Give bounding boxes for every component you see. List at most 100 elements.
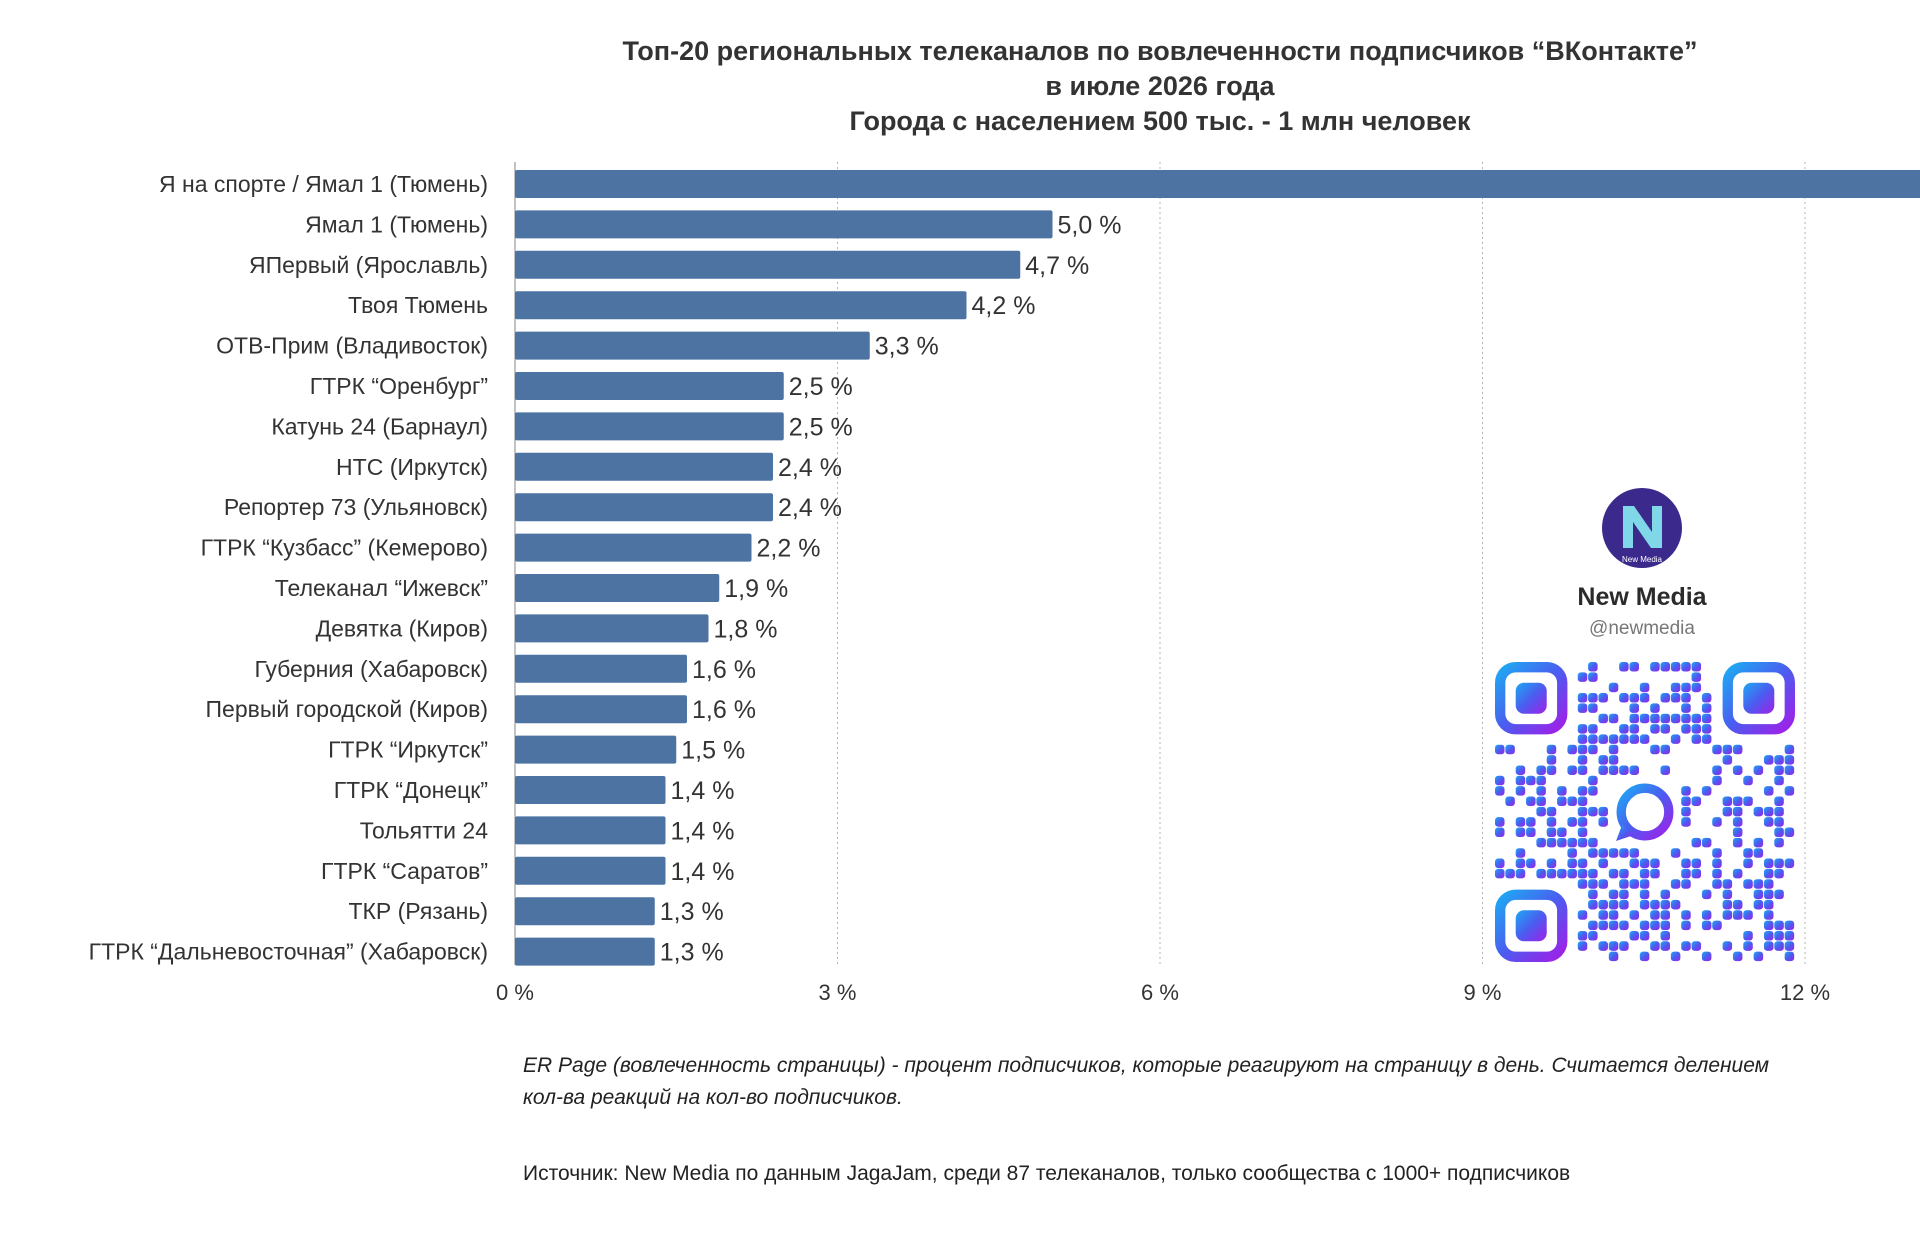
bar	[515, 372, 784, 400]
qr-module	[1577, 786, 1588, 796]
qr-module	[1588, 744, 1598, 755]
bar	[515, 654, 687, 683]
qr-module	[1712, 775, 1722, 786]
qr-module	[1619, 765, 1629, 775]
qr-module	[1784, 951, 1795, 962]
value-label: 1,4 %	[671, 817, 735, 845]
qr-module	[1701, 837, 1712, 848]
qr-module	[1784, 827, 1795, 838]
qr-module	[1619, 868, 1629, 879]
value-label: 3,3 %	[875, 333, 939, 361]
source-note: Источник: New Media по данным JagaJam, с…	[523, 1162, 1571, 1185]
qr-module	[1619, 662, 1629, 672]
qr-module	[1712, 817, 1722, 827]
qr-module	[1536, 796, 1546, 806]
qr-module	[1774, 806, 1784, 817]
value-label: 4,7 %	[1025, 252, 1089, 280]
qr-module	[1639, 879, 1650, 889]
chart-title-line-2: в июле 2026 года	[1045, 71, 1275, 101]
qr-module	[1608, 889, 1619, 900]
qr-module	[1629, 703, 1639, 713]
qr-module	[1722, 879, 1733, 889]
qr-module	[1557, 786, 1567, 796]
qr-module	[1753, 889, 1764, 900]
qr-module	[1650, 662, 1660, 672]
qr-module	[1588, 899, 1598, 910]
qr-module	[1639, 889, 1650, 900]
value-labels: 13,6 %5,0 %4,7 %4,2 %3,3 %2,5 %2,5 %2,4 …	[660, 211, 1122, 966]
qr-module	[1701, 693, 1712, 703]
qr-module	[1691, 724, 1702, 734]
qr-module	[1774, 837, 1784, 848]
qr-module	[1660, 744, 1671, 755]
qr-module	[1546, 806, 1557, 817]
qr-module	[1681, 713, 1691, 724]
category-label: Ямал 1 (Тюмень)	[305, 211, 488, 237]
qr-module	[1546, 868, 1557, 879]
qr-module	[1598, 920, 1608, 931]
value-label: 2,2 %	[757, 535, 821, 563]
qr-module	[1784, 858, 1795, 869]
qr-module	[1515, 848, 1526, 858]
qr-module	[1567, 868, 1577, 879]
qr-module	[1526, 858, 1536, 869]
qr-module	[1681, 662, 1691, 672]
qr-module	[1722, 796, 1733, 806]
qr-module	[1619, 920, 1629, 931]
x-tick-label: 9 %	[1464, 980, 1502, 1005]
qr-module	[1784, 744, 1795, 755]
qr-module	[1763, 910, 1774, 920]
qr-module	[1567, 744, 1577, 755]
qr-module	[1763, 755, 1774, 765]
qr-module	[1660, 920, 1671, 931]
qr-module	[1557, 827, 1567, 838]
x-tick-label: 6 %	[1141, 980, 1179, 1005]
category-label: ГТРК “Иркутск”	[328, 737, 488, 763]
qr-module	[1743, 930, 1753, 941]
qr-module	[1732, 910, 1743, 920]
qr-module	[1629, 910, 1639, 920]
qr-module	[1712, 868, 1722, 879]
category-label: Губерния (Хабаровск)	[254, 656, 488, 682]
qr-module	[1577, 817, 1588, 827]
qr-module	[1650, 941, 1660, 951]
chart-title: Топ-20 региональных телеканалов по вовле…	[622, 36, 1697, 136]
qr-module	[1670, 879, 1681, 889]
qr-module	[1732, 817, 1743, 827]
bar	[515, 452, 773, 481]
qr-module	[1681, 868, 1691, 879]
qr-module	[1774, 765, 1784, 775]
chart-title-line-3: Города с населением 500 тыс. - 1 млн чел…	[849, 106, 1471, 136]
qr-module	[1577, 703, 1588, 713]
qr-finder-outer	[1494, 662, 1568, 735]
category-label: Тольятти 24	[360, 817, 488, 843]
qr-module	[1763, 786, 1774, 796]
qr-module	[1598, 734, 1608, 744]
qr-module	[1670, 693, 1681, 703]
qr-module	[1722, 744, 1733, 755]
qr-finder-inner	[1743, 682, 1775, 714]
value-label: 1,9 %	[724, 575, 788, 603]
qr-module	[1577, 930, 1588, 941]
logo-title: New Media	[1577, 583, 1707, 611]
qr-module	[1743, 941, 1753, 951]
qr-module	[1691, 941, 1702, 951]
qr-module	[1526, 796, 1536, 806]
qr-module	[1732, 837, 1743, 848]
category-label: ГТРК “Дальневосточная” (Хабаровск)	[89, 939, 488, 965]
qr-module	[1577, 755, 1588, 765]
qr-module	[1577, 724, 1588, 734]
bar	[515, 412, 784, 441]
qr-module	[1577, 672, 1588, 682]
category-label: ТКР (Рязань)	[348, 898, 488, 924]
qr-module	[1598, 879, 1608, 889]
category-label: Первый городской (Киров)	[206, 696, 489, 722]
bar	[515, 291, 967, 320]
qr-module	[1681, 920, 1691, 931]
qr-module	[1774, 817, 1784, 827]
qr-module	[1536, 786, 1546, 796]
x-tick-labels: 0 % 3 % 6 % 9 % 12 %	[496, 980, 1830, 1005]
qr-module	[1732, 796, 1743, 806]
qr-module	[1557, 837, 1567, 848]
qr-module	[1691, 662, 1702, 672]
